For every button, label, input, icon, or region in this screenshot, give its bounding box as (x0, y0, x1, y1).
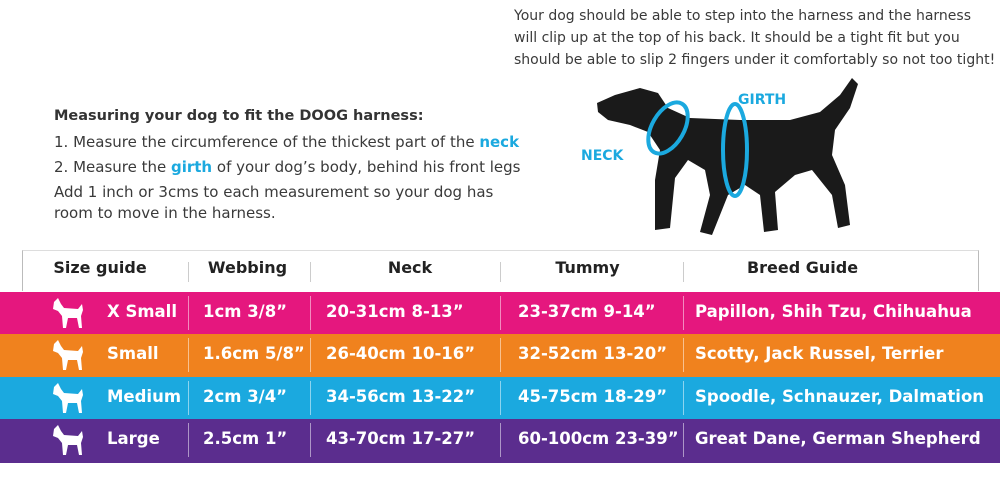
note-line: Add 1 inch or 3cms to each measurement s… (54, 183, 494, 201)
table-cell: Scotty, Jack Russel, Terrier (695, 344, 944, 363)
column-divider (683, 381, 684, 415)
step: 1. Measure the circumference of the thic… (54, 133, 519, 151)
column-divider (683, 423, 684, 457)
step-text: 1. Measure the circumference of the thic… (54, 133, 480, 151)
header-divider (188, 262, 189, 282)
girth-loop (721, 102, 749, 198)
column-divider (310, 296, 311, 330)
header-box (22, 250, 979, 291)
dog-icon (53, 298, 83, 328)
column-divider (310, 423, 311, 457)
dog-icon (53, 340, 83, 370)
table-cell: Small (107, 344, 159, 363)
table-cell: Spoodle, Schnauzer, Dalmation (695, 387, 985, 406)
intro-line: Your dog should be able to step into the… (514, 8, 971, 24)
step-highlight: girth (170, 158, 213, 176)
table-cell: 26-40cm 10-16” (326, 344, 476, 363)
column-divider (500, 338, 501, 372)
intro-line: will clip up at the top of his back. It … (514, 30, 960, 46)
table-cell: 34-56cm 13-22” (326, 387, 476, 406)
table-cell: 32-52cm 13-20” (518, 344, 668, 363)
step-text: of your dog’s body, behind his front leg… (212, 158, 521, 176)
size-row: X Small 1cm 3/8” 20-31cm 8-13” 23-37cm 9-14… (0, 292, 1000, 335)
table-cell: 43-70cm 17-27” (326, 429, 476, 448)
table-cell: 1.6cm 5/8” (203, 344, 305, 363)
column-divider (188, 296, 189, 330)
dog-icon (53, 425, 83, 455)
column-divider (683, 338, 684, 372)
header-cell: Size guide (53, 258, 147, 277)
table-cell: 2cm 3/4” (203, 387, 288, 406)
header-cell: Tummy (555, 258, 620, 277)
table-cell: Great Dane, German Shepherd (695, 429, 981, 448)
step: 2. Measure the girth of your dog’s body,… (54, 158, 520, 176)
table-cell: 20-31cm 8-13” (326, 302, 464, 321)
dog-icon (53, 383, 83, 413)
table-cell: 60-100cm 23-39” (518, 429, 679, 448)
column-divider (683, 296, 684, 330)
intro-line: should be able to slip 2 fingers under i… (514, 52, 996, 68)
column-divider (500, 423, 501, 457)
header-cell: Webbing (207, 258, 288, 277)
dog-silhouette (597, 78, 858, 235)
table-cell: X Small (107, 302, 177, 321)
column-divider (500, 296, 501, 330)
girth-label: GIRTH (738, 92, 786, 108)
header-cell: Neck (387, 258, 433, 277)
table-cell: 1cm 3/8” (203, 302, 288, 321)
table-cell: Papillon, Shih Tzu, Chihuahua (695, 302, 972, 321)
table-cell: Medium (107, 387, 182, 406)
column-divider (310, 338, 311, 372)
table-cell: 2.5cm 1” (203, 429, 288, 448)
step-text: 2. Measure the (54, 158, 171, 176)
column-divider (188, 381, 189, 415)
column-divider (310, 381, 311, 415)
table-cell: 23-37cm 9-14” (518, 302, 656, 321)
step-highlight: neck (479, 133, 520, 151)
table-cell: Large (107, 429, 160, 448)
size-row: Medium 2cm 3/4” 34-56cm 13-22” 45-75cm 18-2… (0, 377, 1000, 420)
dog-diagram: GIRTH NECK (581, 78, 858, 235)
header-divider (500, 262, 501, 282)
neck-label: NECK (581, 148, 625, 164)
header-divider (683, 262, 684, 282)
size-row: Small 1.6cm 5/8” 26-40cm 10-16” 32-52cm 13-… (0, 334, 1000, 377)
column-divider (188, 423, 189, 457)
column-divider (500, 381, 501, 415)
header-divider (310, 262, 311, 282)
note-line: room to move in the harness. (54, 204, 276, 222)
measuring-title: Measuring your dog to fit the DOOG harne… (54, 108, 424, 124)
header-cell: Breed Guide (746, 258, 859, 277)
neck-loop (646, 100, 690, 156)
column-divider (188, 338, 189, 372)
size-row: Large 2.5cm 1” 43-70cm 17-27” 60-100cm 23-3… (0, 419, 1000, 463)
table-cell: 45-75cm 18-29” (518, 387, 668, 406)
